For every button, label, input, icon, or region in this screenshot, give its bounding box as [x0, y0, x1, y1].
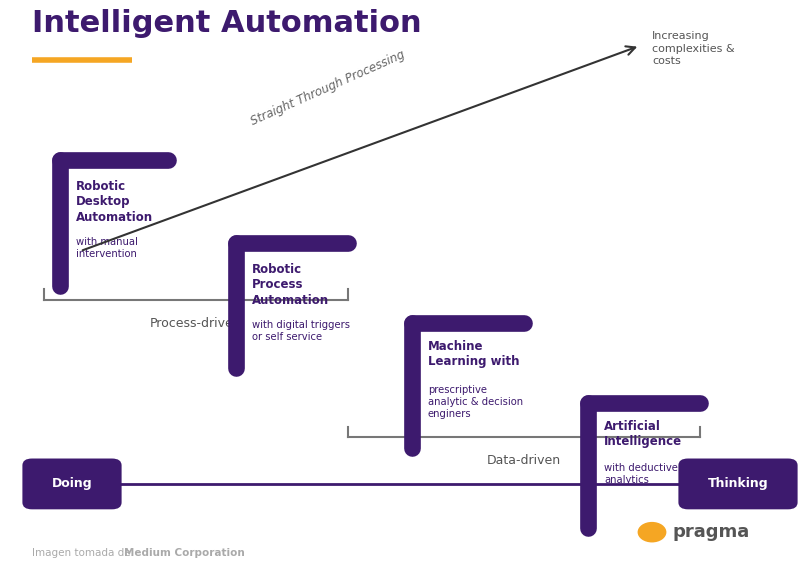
Text: Thinking: Thinking	[708, 477, 768, 490]
Text: with deductive
analytics: with deductive analytics	[604, 463, 678, 485]
Text: Robotic
Desktop
Automation: Robotic Desktop Automation	[76, 180, 153, 224]
Text: Artificial
Intelligence: Artificial Intelligence	[604, 420, 682, 448]
Text: with digital triggers
or self service: with digital triggers or self service	[252, 320, 350, 342]
Text: Robotic
Process
Automation: Robotic Process Automation	[252, 263, 329, 307]
FancyBboxPatch shape	[22, 459, 122, 509]
Circle shape	[638, 522, 666, 542]
Text: Machine
Learning with: Machine Learning with	[428, 340, 519, 368]
Text: with manual
intervention: with manual intervention	[76, 237, 138, 259]
Text: prescriptive
analytic & decision
enginers: prescriptive analytic & decision enginer…	[428, 385, 523, 420]
Text: Medium Corporation: Medium Corporation	[124, 548, 245, 558]
Text: pragma: pragma	[672, 523, 750, 541]
Text: Straight Through Processing: Straight Through Processing	[249, 49, 407, 128]
Text: Doing: Doing	[52, 477, 92, 490]
Text: Process-driven: Process-driven	[150, 317, 242, 330]
Text: Data-driven: Data-driven	[487, 454, 561, 467]
Text: Increasing
complexities &
costs: Increasing complexities & costs	[652, 31, 734, 66]
Text: Intelligent Automation: Intelligent Automation	[32, 9, 422, 38]
FancyBboxPatch shape	[678, 459, 798, 509]
Text: Imagen tomada de:: Imagen tomada de:	[32, 548, 138, 558]
